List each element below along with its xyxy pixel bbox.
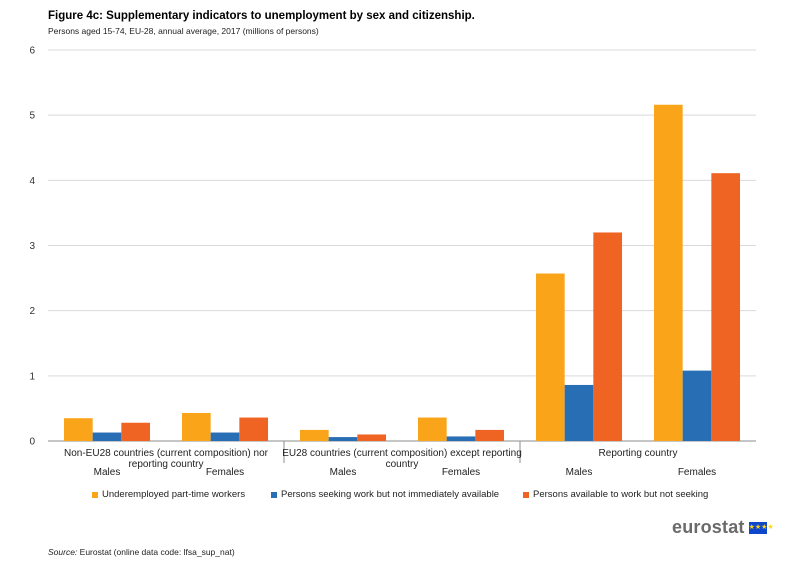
x-category-label-5: Females (678, 467, 716, 478)
x-group-label-0-line-0: Non-EU28 countries (current composition)… (64, 448, 269, 459)
x-group-label-1-line-1: country (386, 459, 419, 470)
bar-s2-c2 (357, 434, 387, 441)
y-tick-label-0: 0 (29, 437, 35, 448)
x-group-label-1-line-0: EU28 countries (current composition) exc… (282, 448, 522, 459)
legend-swatch-seeking-not-available (271, 491, 277, 498)
legend-item-available-not-seeking: Persons available to work but not seekin… (523, 489, 708, 500)
bar-s0-c1 (181, 412, 211, 441)
bar-s1-c0 (92, 432, 122, 441)
bar-s2-c1 (239, 417, 269, 441)
legend-label-underemployed: Underemployed part-time workers (102, 489, 246, 500)
y-tick-label-6: 6 (29, 46, 35, 57)
x-group-label-2-line-0: Reporting country (599, 448, 678, 459)
bar-s2-c5 (711, 173, 741, 442)
y-tick-label-2: 2 (29, 306, 35, 317)
bar-s0-c3 (417, 417, 447, 441)
legend-swatch-available-not-seeking (523, 491, 529, 498)
x-group-label-0-line-1: reporting country (128, 459, 203, 470)
y-tick-label-5: 5 (29, 111, 35, 122)
bar-s1-c5 (682, 370, 712, 441)
x-category-label-0: Males (94, 467, 121, 478)
bar-s0-c5 (653, 104, 683, 442)
legend-label-available-not-seeking: Persons available to work but not seekin… (533, 489, 709, 500)
bar-s0-c2 (299, 429, 329, 441)
legend-label-seeking-not-available: Persons seeking work but not immediately… (281, 489, 500, 500)
bar-s1-c1 (210, 432, 240, 441)
y-tick-label-1: 1 (29, 371, 35, 382)
source-text: Eurostat (online data code: lfsa_sup_nat… (77, 547, 235, 557)
eu-flag-icon: ★★★★ (748, 521, 774, 534)
y-tick-label-4: 4 (29, 176, 35, 187)
bar-s0-c4 (535, 273, 565, 441)
x-category-label-1: Females (206, 467, 244, 478)
x-category-label-3: Females (442, 467, 480, 478)
bar-s1-c2 (328, 437, 358, 441)
bar-s0-c0 (63, 418, 93, 441)
bar-s1-c4 (564, 384, 594, 441)
chart-title: Figure 4c: Supplementary indicators to u… (48, 10, 475, 22)
y-tick-label-3: 3 (29, 241, 35, 252)
x-category-label-2: Males (330, 467, 357, 478)
legend-swatch-underemployed (92, 491, 98, 498)
eu-flag-stars: ★★★★ (748, 523, 774, 531)
bar-s2-c0 (121, 422, 151, 441)
bar-s2-c4 (593, 232, 623, 441)
source-note: Source: Eurostat (online data code: lfsa… (48, 547, 235, 557)
legend-item-underemployed: Underemployed part-time workers (92, 489, 245, 500)
eurostat-logo-text: eurostat (672, 517, 745, 537)
bar-s2-c3 (475, 429, 505, 441)
legend-item-seeking-not-available: Persons seeking work but not immediately… (271, 489, 499, 500)
chart-subtitle: Persons aged 15-74, EU-28, annual averag… (48, 26, 319, 36)
source-label: Source: (48, 547, 78, 557)
bar-s1-c3 (446, 436, 476, 441)
eurostat-logo: eurostat ★★★★ (672, 517, 774, 538)
x-category-label-4: Males (566, 467, 593, 478)
